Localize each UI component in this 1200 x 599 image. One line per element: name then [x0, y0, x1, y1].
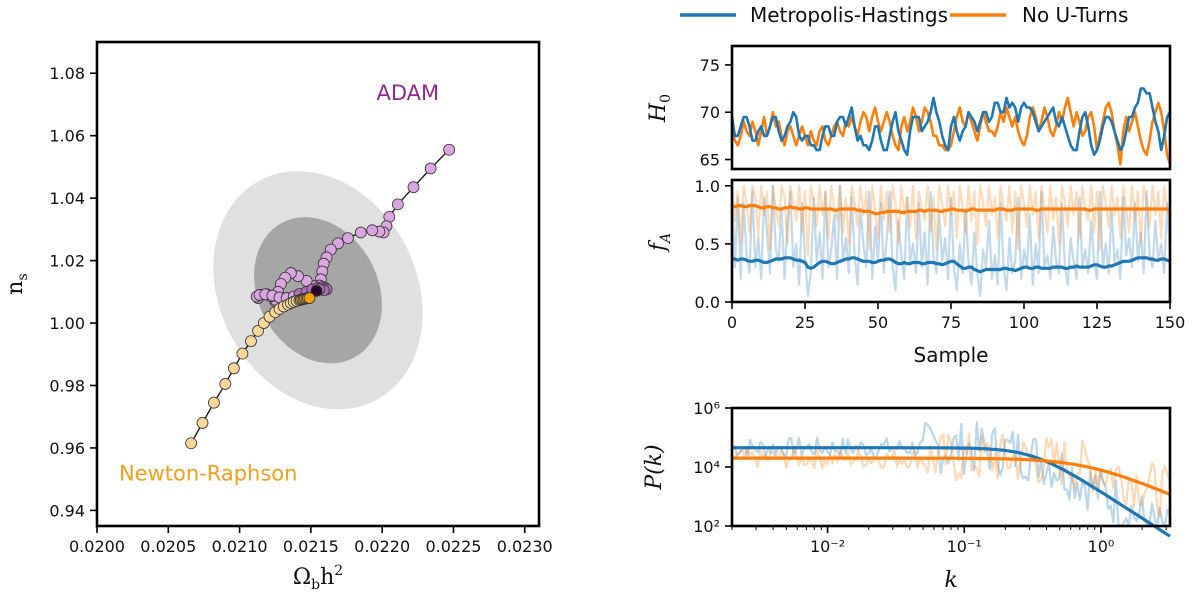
- newton-point: [245, 335, 257, 348]
- legend-label-no-u-turns: No U-Turns: [1022, 3, 1128, 27]
- h0-y-tick-label: 70: [700, 103, 720, 122]
- newton-point: [227, 362, 240, 375]
- fa-mean-nuts: [732, 204, 1170, 216]
- optimizer-y-tick-label: 1.02: [49, 252, 85, 271]
- adam-point: [310, 284, 323, 297]
- optimizer-x-tick-label: 0.0230: [497, 537, 553, 556]
- h0-y-tick-label: 75: [700, 56, 720, 75]
- h0-trace-mh: [730, 87, 1172, 157]
- fa-x-tick-label: 0: [727, 313, 737, 332]
- newton-point: [236, 347, 249, 360]
- newton-point: [208, 396, 220, 409]
- optimizer-x-tick-label: 0.0225: [425, 537, 481, 556]
- fa-x-tick-label: 150: [1155, 313, 1186, 332]
- legend: Metropolis-Hastings No U-Turns: [680, 3, 1128, 27]
- h0-trace-panel: 65 70 75 H0: [646, 44, 1172, 171]
- newton-point: [196, 417, 209, 429]
- newton-raphson-annotation: Newton-Raphson: [119, 462, 298, 486]
- pk-x-tick-label: 10⁰: [1088, 537, 1115, 556]
- power-spectrum-lines: [731, 421, 1172, 538]
- adam-annotation: ADAM: [376, 81, 439, 105]
- fa-x-ticks: 0 25 50 75 100 125 150: [727, 302, 1185, 332]
- h0-axes-frame: [730, 44, 1172, 171]
- pk-y-tick-label: 10⁴: [693, 458, 720, 477]
- optimizer-x-ticks: 0.0200 0.0205 0.0210 0.0215 0.0220 0.0225 0.02…: [69, 526, 553, 556]
- legend-label-metropolis-hastings: Metropolis-Hastings: [750, 3, 948, 27]
- optimizer-x-tick-label: 0.0220: [354, 537, 410, 556]
- fa-raw-nuts: [730, 184, 1172, 257]
- optimizer-x-label: Ωbh2: [293, 563, 343, 593]
- newton-point: [303, 292, 316, 304]
- adam-point: [391, 198, 404, 211]
- optimizer-y-label: ns: [3, 273, 31, 294]
- adam-point: [424, 162, 437, 175]
- fa-y-label: fA: [646, 233, 674, 253]
- optimizer-y-tick-label: 1.04: [49, 189, 85, 208]
- trajectory-points: [185, 143, 456, 450]
- fa-y-ticks: 0.0 0.5 1.0: [695, 177, 732, 312]
- pk-noisy-mh: [731, 421, 1172, 528]
- adam-point: [354, 226, 367, 239]
- fa-raw-mh: [730, 184, 1172, 298]
- fa-trace-lines: [730, 184, 1172, 298]
- optimizer-x-tick-label: 0.0200: [69, 537, 125, 556]
- pk-model-nuts: [732, 456, 1171, 496]
- power-spectrum-panel: 10⁻² 10⁻¹ 10⁰ 10² 10⁴ 10⁶ P(k) k: [642, 399, 1172, 593]
- fa-x-tick-label: 100: [1009, 313, 1040, 332]
- optimizer-x-tick-label: 0.0210: [212, 537, 268, 556]
- h0-y-tick-label: 65: [700, 151, 720, 170]
- fa-y-tick-label: 0.0: [695, 293, 720, 312]
- adam-point: [407, 181, 420, 194]
- pk-y-ticks: 10² 10⁴ 10⁶: [693, 399, 732, 536]
- pk-axes-frame: [730, 406, 1172, 528]
- fa-trace-panel: 0 25 50 75 100 125 150 0.0 0.5 1.0 fA Sample: [646, 177, 1185, 367]
- optimizer-y-tick-label: 0.96: [49, 439, 85, 458]
- fa-mean-mh: [732, 256, 1171, 274]
- newton-point: [185, 437, 198, 450]
- adam-point: [342, 232, 354, 244]
- pk-noisy-nuts: [731, 432, 1172, 518]
- optimizer-x-tick-label: 0.0215: [283, 537, 339, 556]
- h0-trace-lines: [730, 87, 1172, 166]
- optimizer-y-tick-label: 1.00: [49, 314, 85, 333]
- pk-x-label: k: [944, 568, 957, 593]
- h0-y-ticks: 65 70 75: [700, 56, 732, 170]
- fa-x-tick-label: 75: [941, 313, 961, 332]
- fa-x-tick-label: 25: [795, 313, 815, 332]
- optimizer-panel: 0.0200 0.0205 0.0210 0.0215 0.0220 0.0225 0.02…: [3, 40, 553, 593]
- fa-x-label: Sample: [914, 343, 989, 367]
- fa-y-tick-label: 0.5: [695, 235, 720, 254]
- pk-y-tick-label: 10⁶: [693, 399, 720, 418]
- pk-x-tick-label: 10⁻¹: [947, 537, 982, 556]
- optimizer-y-tick-label: 1.08: [49, 64, 85, 83]
- fa-y-tick-label: 1.0: [695, 177, 720, 196]
- pk-x-ticks: 10⁻² 10⁻¹ 10⁰: [731, 526, 1167, 556]
- h0-y-label: H0: [646, 94, 674, 123]
- optimizer-axes-frame: [95, 40, 541, 528]
- optimizer-y-tick-label: 0.94: [49, 501, 85, 520]
- pk-y-tick-label: 10²: [693, 517, 720, 536]
- optimizer-y-tick-label: 1.06: [49, 127, 85, 146]
- adam-point: [366, 224, 379, 237]
- optimizer-y-ticks: 0.94 0.96 0.98 1.00 1.02 1.04 1.06 1.08: [49, 64, 97, 520]
- fa-x-tick-label: 125: [1082, 313, 1113, 332]
- newton-point: [219, 378, 232, 390]
- pk-x-tick-label: 10⁻²: [810, 537, 845, 556]
- optimizer-y-tick-label: 0.98: [49, 376, 85, 395]
- optimizer-x-tick-label: 0.0205: [140, 537, 196, 556]
- pk-model-mh: [732, 446, 1171, 538]
- pk-y-label: P(k): [642, 444, 667, 490]
- fa-x-tick-label: 50: [868, 313, 888, 332]
- adam-point: [443, 143, 456, 156]
